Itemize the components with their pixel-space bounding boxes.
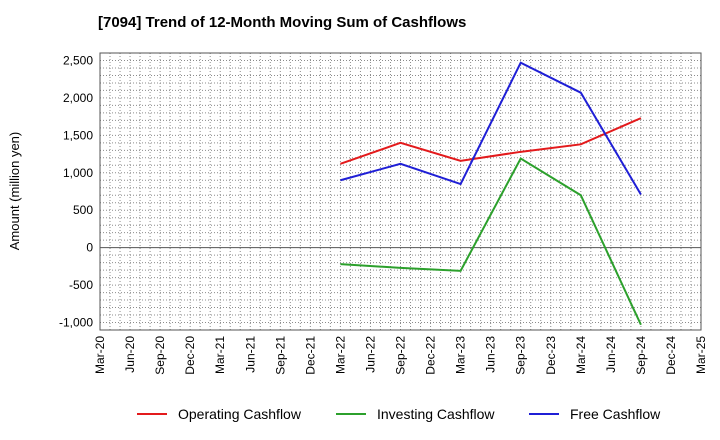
x-tick-label: Jun-24 [604, 336, 618, 373]
x-tick-label: Jun-20 [123, 336, 137, 373]
x-tick-label: Mar-20 [93, 336, 107, 374]
chart-title: [7094] Trend of 12-Month Moving Sum of C… [98, 14, 467, 31]
x-tick-label: Sep-21 [273, 336, 287, 375]
y-tick-label: 500 [73, 203, 93, 217]
legend-label: Free Cashflow [570, 406, 661, 422]
x-tick-label: Sep-23 [514, 336, 528, 375]
x-tick-label: Mar-21 [213, 336, 227, 374]
x-tick-label: Mar-24 [574, 336, 588, 374]
x-tick-label: Sep-24 [634, 336, 648, 375]
x-tick-label: Dec-21 [303, 336, 317, 375]
series-line [340, 157, 642, 326]
x-tick-label: Sep-22 [394, 336, 408, 375]
series-line [340, 61, 642, 196]
x-tick-label: Mar-25 [694, 336, 708, 374]
y-tick-label: 2,500 [63, 53, 93, 67]
y-tick-label: -1,000 [59, 316, 93, 330]
x-tick-label: Dec-24 [664, 336, 678, 375]
y-axis-title: Amount (million yen) [7, 132, 22, 251]
y-tick-label: 2,000 [63, 91, 93, 105]
x-tick-label: Jun-23 [484, 336, 498, 373]
x-tick-label: Jun-22 [363, 336, 377, 373]
legend: Operating Cashflow Investing Cashflow Free… [137, 406, 661, 422]
x-tick-label: Jun-21 [243, 336, 257, 373]
x-tick-label: Mar-22 [333, 336, 347, 374]
legend-label: Investing Cashflow [377, 406, 495, 422]
y-tick-label: 1,500 [63, 128, 93, 142]
series-line [340, 117, 642, 165]
legend-label: Operating Cashflow [178, 406, 302, 422]
x-tick-label: Dec-22 [424, 336, 438, 375]
x-tick-label: Dec-20 [183, 336, 197, 375]
series-lines [340, 61, 642, 326]
y-tick-label: 0 [86, 241, 93, 255]
y-tick-label: 1,000 [63, 166, 93, 180]
x-tick-label: Mar-23 [454, 336, 468, 374]
x-tick-label: Sep-20 [153, 336, 167, 375]
plot-frame [99, 52, 702, 331]
y-tick-label: -500 [69, 278, 93, 292]
x-tick-label: Dec-23 [544, 336, 558, 375]
x-tick-labels: Mar-20 Jun-20 Sep-20 Dec-20 Mar-21 Jun-21 Sep-… [93, 336, 708, 375]
y-tick-labels: -1,000 -500 0 500 1,000 1,500 2,000 2,500 [59, 53, 93, 329]
